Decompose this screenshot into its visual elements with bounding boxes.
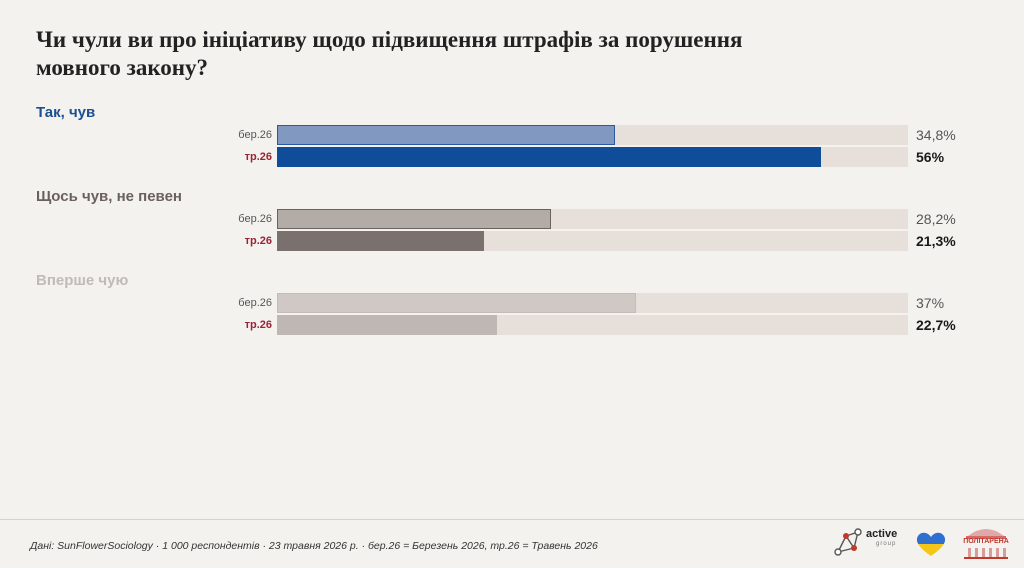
period-label-curr: тр.26 — [244, 151, 272, 163]
ukraine-heart-icon — [914, 530, 948, 558]
value-label-prev: 37% — [916, 295, 945, 311]
bar-prev — [277, 293, 637, 313]
bar-curr — [277, 315, 498, 335]
bar-prev — [277, 209, 551, 229]
politarena-logo-text: ПОЛІТАРЕНА — [963, 538, 1009, 545]
source-note: Дані: SunFlowerSociology · 1 000 респонд… — [30, 540, 598, 552]
period-label-prev: бер.26 — [238, 213, 272, 225]
group-label: Вперше чую — [36, 272, 129, 289]
value-label-prev: 34,8% — [916, 127, 956, 143]
value-label-curr: 21,3% — [916, 233, 956, 249]
active-logo-subtext: group — [876, 541, 897, 547]
active-group-logo: active group — [832, 526, 904, 560]
network-icon — [834, 528, 862, 556]
bar-curr — [277, 231, 484, 251]
bar-track — [277, 231, 908, 251]
group-label: Щось чув, не певен — [36, 188, 182, 205]
bar-track — [277, 315, 908, 335]
chart-title: Чи чули ви про ініціативу щодо підвищенн… — [36, 27, 743, 80]
bar-track — [277, 147, 908, 167]
period-label-curr: тр.26 — [244, 319, 272, 331]
bar-track — [277, 209, 908, 229]
bar-curr — [277, 147, 821, 167]
footer-divider — [0, 519, 1024, 520]
value-label-curr: 56% — [916, 149, 945, 165]
period-label-curr: тр.26 — [244, 235, 272, 247]
period-label-prev: бер.26 — [238, 129, 272, 141]
group-label: Так, чув — [36, 104, 96, 121]
active-logo-text: active — [866, 528, 898, 540]
building-icon — [964, 529, 1008, 559]
bar-track — [277, 293, 908, 313]
period-label-prev: бер.26 — [238, 297, 272, 309]
bar-track — [277, 125, 908, 145]
value-label-curr: 22,7% — [916, 317, 956, 333]
bar-prev — [277, 125, 615, 145]
politarena-logo: ПОЛІТАРЕНА — [958, 524, 1014, 560]
value-label-prev: 28,2% — [916, 211, 956, 227]
